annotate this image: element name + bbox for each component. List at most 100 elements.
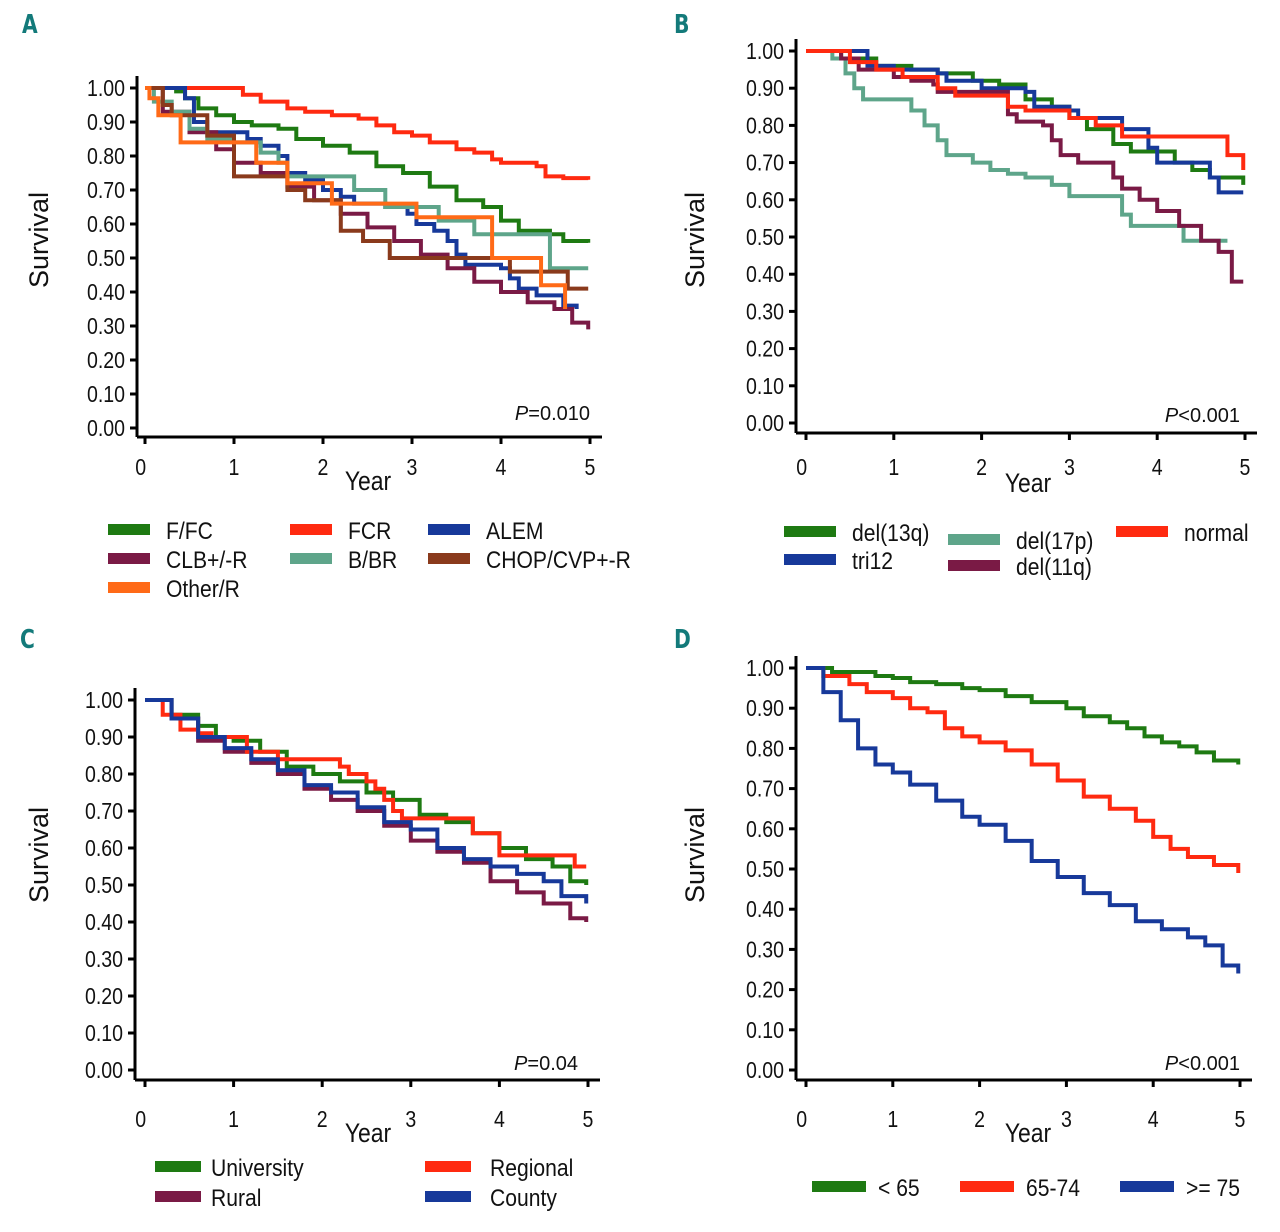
- y-tick-label: 0.60: [87, 212, 125, 238]
- legend-item: tri12: [784, 548, 893, 575]
- panel-a: A 0.00 0.10 0.20 0.30 0.40 0.50 0.60 0.70 0.80 0.…: [0, 0, 640, 610]
- y-tick-label: 0.00: [87, 416, 125, 442]
- legend: F/FC FCR ALEM CLB+/-R B/BR CHOP/CVP+-R Other/R: [108, 518, 631, 603]
- y-tick-label: 0.30: [85, 947, 123, 973]
- y-tick-label: 0.40: [746, 897, 784, 923]
- legend-item: del(11q): [948, 554, 1092, 580]
- y-tick-label: 0.80: [746, 113, 784, 139]
- legend-swatch: [425, 1191, 471, 1202]
- legend-item: CHOP/CVP+-R: [428, 547, 631, 573]
- x-axis-title: Year: [345, 1118, 391, 1148]
- x-tick-label: 1: [228, 1107, 239, 1133]
- legend-swatch: [290, 524, 332, 535]
- legend-label: County: [490, 1185, 558, 1212]
- y-tick-label: 0.50: [85, 873, 123, 899]
- p-value-annotation: P<0.001: [1165, 405, 1240, 427]
- y-tick-label: 0.10: [87, 382, 125, 408]
- chart-b-svg: 0.00 0.10 0.20 0.30 0.40 0.50 0.60 0.70 0.80 0.90…: [680, 39, 1257, 580]
- x-tick-label: 2: [974, 1107, 985, 1133]
- y-tick-label: 0.50: [746, 857, 784, 883]
- x-axis-title: Year: [1005, 1118, 1051, 1148]
- x-tick-label: 5: [585, 455, 596, 481]
- legend-swatch: [948, 560, 1000, 571]
- legend-item: Rural: [155, 1185, 261, 1212]
- legend-label: B/BR: [348, 547, 397, 574]
- x-tick-label: 4: [1148, 1107, 1159, 1133]
- y-tick-label: 0.30: [746, 937, 784, 963]
- legend-label: del(17p): [1016, 528, 1093, 555]
- legend: University Regional Rural County: [155, 1155, 573, 1212]
- x-tick-label: 2: [318, 455, 329, 481]
- x-tick-label: 0: [796, 1107, 807, 1133]
- legend-label: FCR: [348, 518, 391, 545]
- legend-swatch: [784, 526, 836, 537]
- legend-swatch: [290, 553, 332, 564]
- series-line-tri12: [806, 49, 1244, 195]
- legend-label: Rural: [211, 1185, 261, 1212]
- y-tick-label: 0.60: [85, 836, 123, 862]
- x-tick-label: 0: [135, 455, 146, 481]
- y-tick-label: 1.00: [87, 76, 125, 102]
- legend-swatch: [108, 553, 150, 564]
- y-tick-label: 0.40: [746, 262, 784, 288]
- legend-label: University: [211, 1155, 304, 1182]
- y-tick-label: 0.70: [87, 178, 125, 204]
- y-tick-label: 0.40: [85, 910, 123, 936]
- x-tick-label: 3: [1061, 1107, 1072, 1133]
- y-tick-label: 0.50: [87, 246, 125, 272]
- x-tick-label: 1: [229, 455, 240, 481]
- series-line-normal: [806, 49, 1246, 171]
- panel-letter-c: C: [20, 625, 35, 655]
- legend-swatch: [428, 524, 470, 535]
- legend-swatch: [108, 582, 150, 593]
- p-value-annotation: P<0.001: [1165, 1053, 1240, 1075]
- y-axis-title: Survival: [680, 192, 710, 288]
- chart-a-svg: 0.00 0.10 0.20 0.30 0.40 0.50 0.60 0.70 0.80 0.90…: [24, 76, 631, 603]
- x-tick-label: 1: [887, 1107, 898, 1133]
- legend-item: County: [425, 1185, 558, 1212]
- x-tick-label: 0: [796, 455, 807, 481]
- y-tick-label: 1.00: [746, 39, 784, 65]
- y-tick-label: 0.90: [87, 110, 125, 136]
- series-line-fcr: [145, 86, 591, 181]
- y-tick-label: 0.70: [746, 150, 784, 176]
- y-tick-label: 0.90: [746, 76, 784, 102]
- series-line-del-11q-: [806, 49, 1244, 284]
- legend-item: Regional: [425, 1155, 573, 1181]
- legend-item: normal: [1116, 520, 1249, 546]
- legend-item: >= 75: [1120, 1175, 1240, 1201]
- x-tick-label: 5: [583, 1107, 594, 1133]
- series-line-other-r: [145, 86, 568, 309]
- legend-label: 65-74: [1026, 1175, 1080, 1202]
- legend-label: ALEM: [486, 518, 543, 545]
- x-tick-label: 1: [888, 455, 899, 481]
- legend-swatch: [1116, 526, 1168, 537]
- legend-label: del(13q): [852, 520, 929, 547]
- legend-label: tri12: [852, 548, 893, 575]
- y-tick-label: 0.50: [746, 225, 784, 251]
- legend-swatch: [1120, 1181, 1174, 1192]
- y-tick-label: 0.30: [746, 299, 784, 325]
- legend-swatch: [428, 553, 470, 564]
- legend-swatch: [108, 524, 150, 535]
- legend-label: CLB+/-R: [166, 547, 248, 574]
- y-tick-label: 0.10: [746, 1017, 784, 1043]
- series-line-alem: [145, 86, 579, 309]
- x-tick-label: 4: [496, 455, 507, 481]
- y-axis-title: Survival: [24, 192, 54, 288]
- y-tick-label: 0.80: [85, 762, 123, 788]
- y-tick-label: 0.00: [746, 1058, 784, 1084]
- legend-label: Other/R: [166, 576, 240, 603]
- legend: del(13q) del(17p) normal tri12 del(11q): [784, 520, 1249, 580]
- y-tick-label: 1.00: [746, 656, 784, 682]
- y-tick-label: 0.90: [85, 725, 123, 751]
- legend-swatch: [960, 1181, 1014, 1192]
- p-value-annotation: P=0.04: [514, 1053, 578, 1075]
- series-line--65: [806, 666, 1241, 765]
- legend-item: 65-74: [960, 1175, 1080, 1202]
- x-tick-label: 3: [407, 455, 418, 481]
- x-tick-label: 4: [1152, 455, 1163, 481]
- y-tick-label: 1.00: [85, 688, 123, 714]
- y-tick-label: 0.60: [746, 816, 784, 842]
- series-line--75: [806, 666, 1241, 974]
